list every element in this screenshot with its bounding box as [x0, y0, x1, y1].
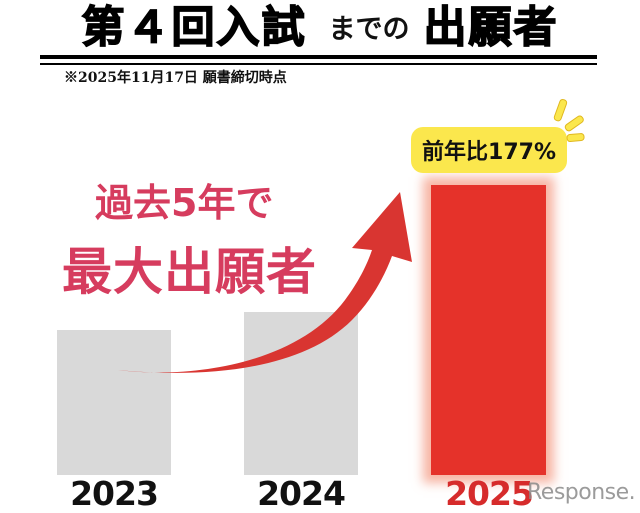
title-part-applicants: 出願者	[423, 3, 559, 53]
response-watermark-logo: Response.	[527, 480, 636, 505]
year-label-2024: 2024	[257, 474, 346, 513]
title-underline-thin	[40, 63, 597, 65]
title-underline-thick	[40, 55, 597, 59]
headline-line2: 最大出願者	[62, 243, 317, 301]
year-label-2025: 2025	[445, 474, 534, 513]
yoy-badge-label: 前年比177%	[422, 140, 556, 165]
chart-title: 第４回入試 までの 出願者	[0, 0, 640, 53]
title-part-exam: 第４回入試	[81, 3, 307, 53]
title-part-until: までの	[328, 14, 410, 45]
year-label-2023: 2023	[70, 474, 159, 513]
yoy-badge: 前年比177%	[411, 127, 567, 173]
sparkle-rays-icon	[553, 98, 585, 143]
bar-2025	[431, 185, 546, 475]
headline-line1: 過去5年で	[95, 181, 274, 225]
bar-2023	[57, 330, 171, 475]
date-note: ※2025年11月17日 願書締切時点	[64, 70, 287, 86]
